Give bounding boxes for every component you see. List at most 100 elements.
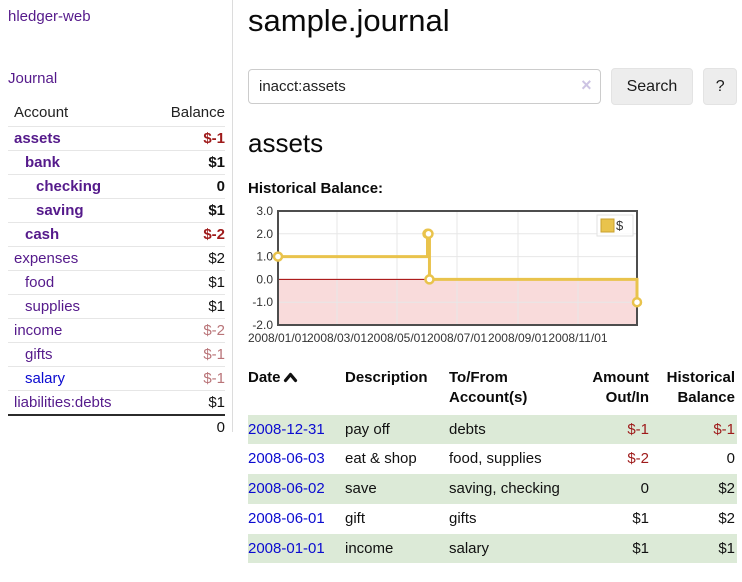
register-header-accounts: To/From Account(s): [449, 369, 528, 407]
register-accounts: saving, checking: [449, 480, 560, 498]
x-axis-tick-label: 2008/07/01: [427, 331, 487, 345]
sidebar-account-link[interactable]: assets: [14, 130, 61, 147]
register-amount: $1: [632, 539, 649, 557]
account-balance: $-1: [150, 366, 225, 391]
sidebar-account-link[interactable]: gifts: [25, 346, 53, 363]
account-balance: $1: [150, 150, 225, 175]
register-row[interactable]: 2008-12-31 pay off debts $-1 $-1: [248, 414, 737, 445]
data-point-marker: [272, 251, 284, 262]
register-balance: $2: [718, 509, 735, 527]
account-cell: income: [8, 318, 151, 343]
register-description: income: [345, 539, 394, 557]
sidebar-account-link[interactable]: food: [25, 274, 55, 291]
register-header-date-label: Date: [248, 369, 281, 386]
sidebar-account-link[interactable]: saving: [36, 202, 84, 219]
sidebar-account-link[interactable]: income: [14, 322, 63, 339]
legend-label: $: [616, 218, 624, 233]
sidebar-account-link[interactable]: cash: [25, 226, 60, 243]
search-button[interactable]: Search: [610, 68, 694, 105]
register-date-cell: 2008-06-02: [248, 474, 345, 504]
sidebar-account-link[interactable]: supplies: [25, 298, 81, 315]
register-row[interactable]: 2008-06-01 gift gifts $1 $2: [248, 504, 737, 534]
register-amount: 0: [640, 480, 649, 498]
register-header-date[interactable]: Date: [248, 366, 345, 415]
account-row: income $-2: [8, 318, 225, 343]
register-header-amount: Amount Out/In: [592, 369, 649, 407]
y-axis-tick-label: 1.0: [256, 250, 273, 264]
historical-balance-chart: 3.0 2.0 1.0 0.0 -1.0 -2.02008/01/012008/03/01…: [248, 206, 643, 345]
x-axis-tick-label: 2008/05/01: [367, 331, 427, 345]
sidebar-item-journal[interactable]: Journal: [8, 70, 58, 87]
account-cell: bank: [8, 150, 151, 175]
search-form: × Search ?: [248, 68, 737, 105]
sort-ascending-icon: [283, 372, 297, 383]
sidebar-account-link[interactable]: checking: [36, 178, 102, 195]
account-row: expenses $2: [8, 246, 225, 271]
register-description: pay off: [345, 420, 390, 438]
app-title-link[interactable]: hledger-web: [8, 8, 91, 25]
account-balance: $-2: [150, 222, 225, 247]
data-point-marker: [631, 296, 643, 308]
x-axis-tick-label: 2008/09/01: [488, 331, 548, 345]
y-axis-tick-label: 3.0: [256, 206, 273, 218]
data-point-marker: [424, 274, 435, 285]
register-header-balance: Historical Balance: [666, 369, 735, 407]
register-row[interactable]: 2008-06-02 save saving, checking 0 $2: [248, 474, 737, 504]
register-accounts: debts: [449, 420, 486, 438]
clear-search-icon[interactable]: ×: [581, 75, 592, 95]
account-balance: 0: [150, 174, 225, 199]
account-cell: supplies: [8, 294, 151, 319]
account-cell: saving: [8, 198, 151, 223]
account-row: saving $1: [8, 198, 225, 223]
account-row: checking 0: [8, 174, 225, 199]
register-balance: 0: [726, 450, 735, 468]
register-amount: $-2: [627, 450, 649, 468]
register-date-cell: 2008-01-01: [248, 534, 345, 564]
register-balance: $2: [718, 480, 735, 498]
account-cell: cash: [8, 222, 151, 247]
register-accounts: food, supplies: [449, 450, 542, 468]
y-axis-tick-label: -1.0: [252, 295, 273, 309]
x-axis-tick-label: 2008/03/01: [307, 331, 367, 345]
register-date-cell: 2008-06-01: [248, 504, 345, 534]
account-heading: assets: [248, 128, 324, 158]
account-cell: assets: [8, 126, 151, 151]
x-axis-tick-label: 2008/01/01: [248, 331, 308, 345]
sidebar: hledger-web Journal Account Balance asse…: [0, 0, 233, 439]
register-row[interactable]: 2008-01-01 income salary $1 $1: [248, 533, 737, 564]
accounts-total-spacer: [8, 414, 151, 439]
account-row: cash $-2: [8, 222, 225, 247]
register-accounts: salary: [449, 539, 490, 557]
register-amount: $-1: [627, 420, 649, 438]
accounts-total-row: 0: [8, 414, 225, 439]
register-date-link[interactable]: 2008-01-01: [248, 539, 325, 557]
register-balance: $-1: [713, 420, 735, 438]
plot-border: [277, 210, 638, 326]
sidebar-account-link[interactable]: expenses: [14, 250, 79, 267]
register-date-link[interactable]: 2008-06-03: [248, 450, 325, 468]
y-axis-tick-label: 2.0: [256, 227, 273, 241]
account-balance: $-1: [150, 342, 225, 367]
accounts-header-row: Account Balance: [8, 102, 225, 127]
account-cell: liabilities:debts: [8, 390, 151, 415]
y-axis-tick-label: -2.0: [252, 318, 273, 332]
register-row[interactable]: 2008-06-03 eat & shop food, supplies $-2 0: [248, 444, 737, 474]
account-row: supplies $1: [8, 294, 225, 319]
register-date-link[interactable]: 2008-12-31: [248, 420, 325, 438]
help-button[interactable]: ?: [703, 68, 737, 105]
accounts-table: Account Balance assets $-1 bank $1 checking 0…: [8, 102, 225, 439]
accounts-table-body: assets $-1 bank $1 checking 0 saving $1 cash $-2 e…: [8, 126, 225, 415]
data-point-marker: [423, 228, 434, 240]
account-balance: $-1: [150, 126, 225, 151]
account-cell: expenses: [8, 246, 151, 271]
accounts-total-value: 0: [150, 414, 225, 439]
register-date-link[interactable]: 2008-06-01: [248, 509, 325, 527]
register-header-description: Description: [345, 369, 428, 386]
sidebar-account-link[interactable]: liabilities:debts: [14, 394, 112, 411]
register-description: save: [345, 480, 377, 498]
sidebar-account-link[interactable]: bank: [25, 154, 61, 171]
search-input[interactable]: [248, 69, 601, 104]
sidebar-account-link[interactable]: salary: [25, 370, 66, 387]
account-row: food $1: [8, 270, 225, 295]
register-date-link[interactable]: 2008-06-02: [248, 480, 325, 498]
